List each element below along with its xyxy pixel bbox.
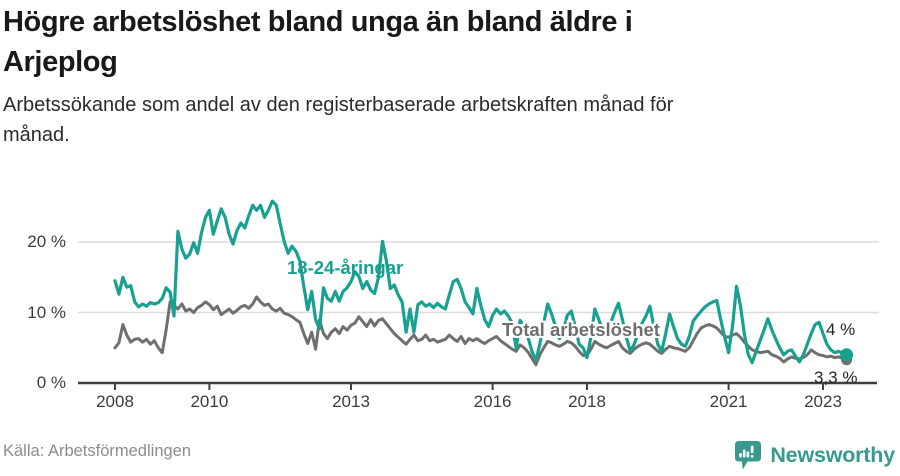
logo-text: Newsworthy	[770, 443, 895, 467]
series-label-total: Total arbetslöshet	[502, 319, 660, 340]
x-axis-tick-2023: 2023	[804, 392, 842, 411]
page-title-line1: Högre arbetslöshet bland unga än bland ä…	[3, 6, 633, 38]
series-label-young: 18-24-åringar	[287, 257, 404, 278]
page-subtitle-line2: månad.	[3, 124, 70, 146]
newsworthy-logo: Newsworthy	[734, 440, 895, 476]
page-subtitle-line1: Arbetssökande som andel av den registerb…	[3, 94, 674, 116]
y-axis-tick-20: 20 %	[27, 232, 66, 251]
page-title: Högre arbetslöshet bland unga än bland ä…	[3, 2, 889, 82]
x-axis-tick-2008: 2008	[96, 392, 134, 411]
page-title-line2: Arjeplog	[3, 46, 118, 78]
x-axis-tick-2013: 2013	[332, 392, 370, 411]
page-subtitle: Arbetssökande som andel av den registerb…	[3, 90, 889, 150]
end-value-label-young: 4 %	[826, 320, 856, 339]
x-axis-tick-2018: 2018	[568, 392, 606, 411]
x-axis-tick-2016: 2016	[473, 392, 512, 411]
end-value-label-total: 3,3 %	[814, 368, 858, 387]
y-axis-tick-0: 0 %	[36, 373, 66, 392]
y-axis-tick-10: 10 %	[27, 302, 66, 322]
bar-chart-bubble-icon	[734, 440, 762, 476]
x-axis-tick-2010: 2010	[190, 392, 229, 411]
x-axis-tick-2021: 2021	[709, 392, 748, 411]
source-note: Källa: Arbetsförmedlingen	[3, 442, 192, 460]
